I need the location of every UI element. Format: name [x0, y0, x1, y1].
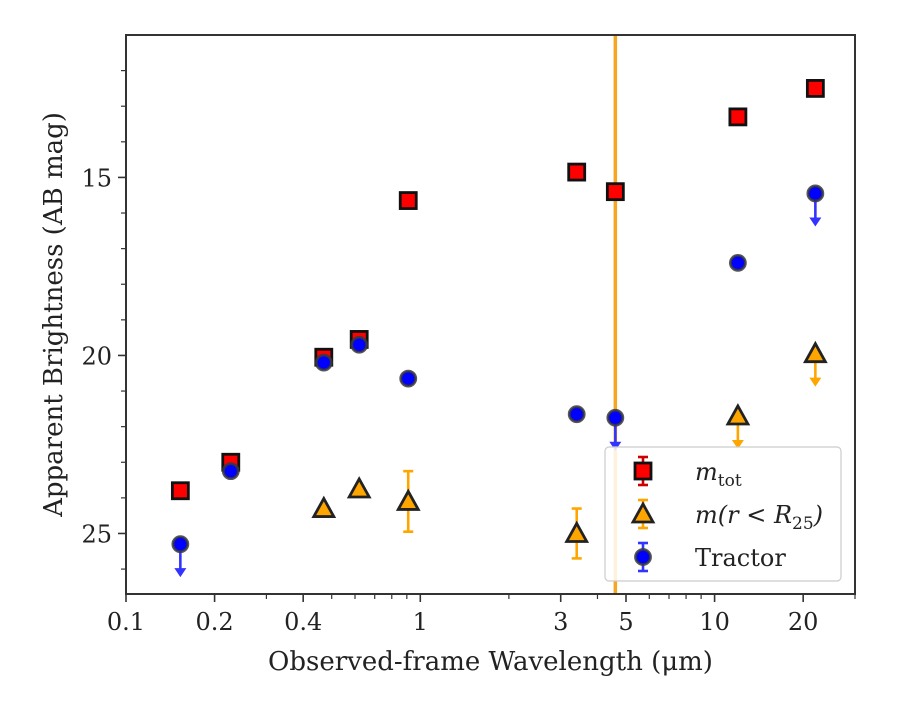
x-tick-label: 5 — [618, 608, 633, 636]
legend: mtot m(r < R25) Tractor — [604, 446, 842, 582]
y-axis: 15 20 25 — [81, 70, 126, 570]
data-point — [802, 340, 828, 364]
legend-label: m(r < R25) — [695, 501, 823, 534]
x-tick-label: 3 — [553, 608, 568, 636]
y-tick-label: 15 — [81, 164, 112, 192]
data-point — [605, 182, 625, 202]
data-point — [346, 476, 372, 499]
x-tick-label: 1 — [413, 608, 428, 636]
y-tick-label: 25 — [81, 520, 112, 548]
data-point — [728, 107, 748, 127]
upper-limit-arrowhead — [809, 217, 822, 227]
data-point — [170, 481, 190, 501]
data-point — [805, 79, 825, 98]
x-tick-label: 0.4 — [284, 608, 322, 636]
data-point — [311, 495, 337, 518]
series-square — [170, 79, 825, 501]
legend-label: Tractor — [695, 544, 786, 572]
y-tick-label: 20 — [81, 342, 112, 370]
data-point — [728, 253, 747, 272]
legend-marker — [630, 501, 656, 524]
x-axis-label: Observed-frame Wavelength (μm) — [268, 647, 713, 677]
legend-label: mtot — [695, 458, 742, 491]
data-point — [806, 184, 825, 203]
upper-limit-arrowhead — [174, 568, 187, 578]
legend-marker — [634, 548, 652, 566]
plot-area — [170, 35, 828, 594]
y-axis-label: Apparent Brightness (AB mag) — [39, 112, 69, 518]
data-point — [567, 405, 586, 424]
data-point — [564, 520, 590, 543]
legend-box — [604, 446, 842, 582]
data-point — [398, 191, 418, 210]
x-tick-label: 20 — [788, 608, 819, 636]
data-point — [567, 162, 587, 182]
data-point — [725, 403, 751, 426]
data-point — [395, 488, 421, 511]
data-point — [171, 535, 190, 554]
upper-limit-arrowhead — [609, 441, 622, 451]
data-point — [221, 462, 240, 481]
upper-limit-arrowhead — [809, 377, 822, 387]
x-tick-label: 10 — [699, 608, 730, 636]
series-triangle — [311, 340, 828, 560]
x-tick-label: 0.1 — [107, 608, 145, 636]
plot-frame — [125, 34, 856, 595]
data-point — [399, 369, 418, 388]
x-axis: 0.1 0.2 0.4 1 3 5 10 20 — [107, 594, 856, 636]
upper-limit-arrowhead — [731, 439, 744, 449]
x-tick-label: 0.2 — [196, 608, 234, 636]
series-circle — [171, 184, 825, 578]
legend-marker — [633, 461, 653, 481]
data-point — [350, 335, 369, 354]
data-point — [606, 408, 625, 427]
data-point — [314, 353, 333, 372]
